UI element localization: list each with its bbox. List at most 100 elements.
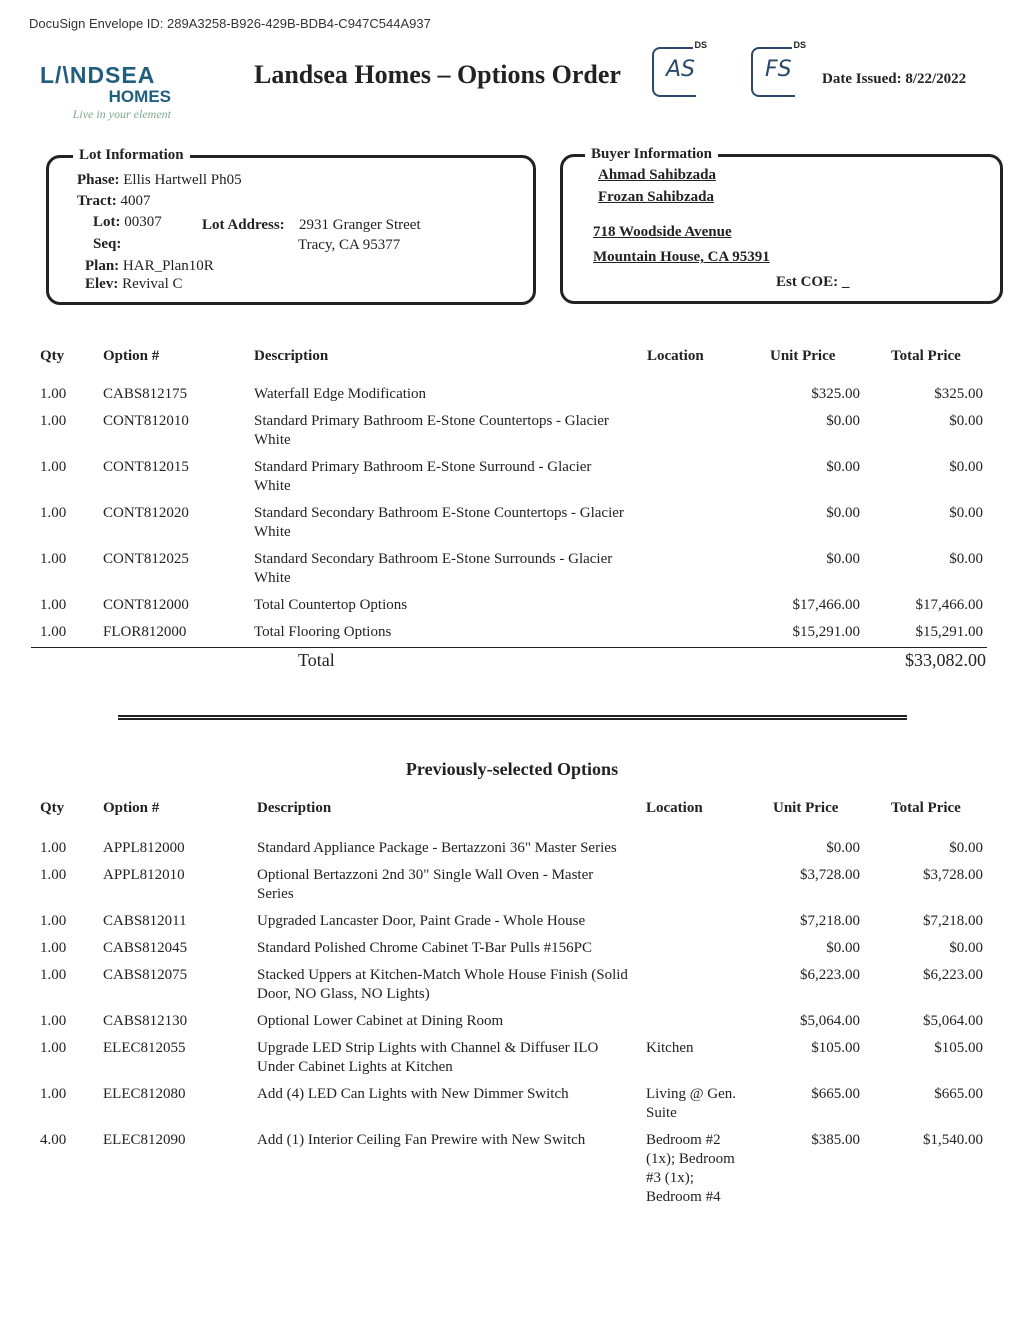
table-row: 1.00 CABS812045 Standard Polished Chrome C… <box>0 939 1024 966</box>
table-row: 1.00 ELEC812055 Upgrade LED Strip Lights w… <box>0 1039 1024 1085</box>
cell-total: $105.00 <box>934 1040 983 1056</box>
cell-qty: 1.00 <box>40 867 67 883</box>
cell-option: CONT812010 <box>103 413 189 429</box>
cell-description: Optional Lower Cabinet at Dining Room <box>257 1013 504 1029</box>
cell-option: APPL812000 <box>103 840 185 856</box>
cell-qty: 1.00 <box>40 459 67 475</box>
cell-unit: $0.00 <box>826 840 860 856</box>
cell-option: CABS812075 <box>103 967 188 983</box>
initial-box: DS AS <box>652 40 708 97</box>
table-row: 1.00 CABS812011 Upgraded Lancaster Door, P… <box>0 912 1024 939</box>
cell-description: Optional Bertazzoni 2nd 30" Single Wall … <box>257 867 594 902</box>
cell-option: ELEC812080 <box>103 1086 186 1102</box>
cell-total: $0.00 <box>949 459 983 475</box>
cell-qty: 1.00 <box>40 597 67 613</box>
cell-qty: 1.00 <box>40 624 67 640</box>
cell-qty: 1.00 <box>40 967 67 983</box>
table-row: 1.00 APPL812010 Optional Bertazzoni 2nd 30… <box>0 866 1024 912</box>
cell-unit: $665.00 <box>811 1086 860 1102</box>
previous-options-table: 1.00 APPL812000 Standard Appliance Package… <box>0 839 1024 1215</box>
envelope-id: DocuSign Envelope ID: 289A3258-B926-429B… <box>29 16 431 31</box>
cell-qty: 1.00 <box>40 551 67 567</box>
table-row: 1.00 CONT812000 Total Countertop Options $1… <box>0 596 1024 623</box>
table-row: 1.00 ELEC812080 Add (4) LED Can Lights wit… <box>0 1085 1024 1131</box>
cell-description: Standard Secondary Bathroom E-Stone Coun… <box>254 505 624 540</box>
table-row: 1.00 FLOR812000 Total Flooring Options $15,… <box>0 623 1024 650</box>
cell-qty: 1.00 <box>40 1013 67 1029</box>
cell-total: $0.00 <box>949 940 983 956</box>
landsea-logo: L/\NDSEA HOMES Live in your element <box>40 62 171 121</box>
options-table: 1.00 CABS812175 Waterfall Edge Modificatio… <box>0 385 1024 650</box>
cell-unit: $17,466.00 <box>792 597 861 613</box>
cell-unit: $5,064.00 <box>800 1013 860 1029</box>
cell-qty: 1.00 <box>40 386 67 402</box>
cell-description: Standard Secondary Bathroom E-Stone Surr… <box>254 551 613 586</box>
cell-option: CONT812015 <box>103 459 189 475</box>
cell-total: $0.00 <box>949 840 983 856</box>
cell-option: FLOR812000 <box>103 624 187 640</box>
buyer-information-box: Buyer Information Ahmad Sahibzada Frozan… <box>560 146 1003 304</box>
cell-total: $15,291.00 <box>915 624 984 640</box>
table-row: 1.00 CABS812175 Waterfall Edge Modificatio… <box>0 385 1024 412</box>
table-row: 1.00 CABS812075 Stacked Uppers at Kitchen-… <box>0 966 1024 1012</box>
cell-description: Upgrade LED Strip Lights with Channel & … <box>257 1040 599 1075</box>
table-row: 1.00 CONT812020 Standard Secondary Bathroo… <box>0 504 1024 550</box>
cell-total: $0.00 <box>949 413 983 429</box>
cell-unit: $105.00 <box>811 1040 860 1056</box>
cell-qty: 1.00 <box>40 913 67 929</box>
cell-qty: 1.00 <box>40 840 67 856</box>
table-row: 1.00 APPL812000 Standard Appliance Package… <box>0 839 1024 866</box>
cell-description: Standard Polished Chrome Cabinet T-Bar P… <box>257 940 593 956</box>
cell-total: $17,466.00 <box>915 597 984 613</box>
cell-total: $665.00 <box>934 1086 983 1102</box>
double-divider <box>118 715 907 720</box>
initial-box: DS FS <box>751 40 807 97</box>
cell-description: Upgraded Lancaster Door, Paint Grade - W… <box>257 913 586 929</box>
cell-location: Kitchen <box>646 1040 694 1056</box>
cell-unit: $7,218.00 <box>800 913 860 929</box>
table-row: 1.00 CONT812010 Standard Primary Bathroom … <box>0 412 1024 458</box>
cell-total: $7,218.00 <box>923 913 983 929</box>
cell-description: Total Countertop Options <box>254 597 408 613</box>
cell-option: APPL812010 <box>103 867 185 883</box>
cell-description: Waterfall Edge Modification <box>254 386 427 402</box>
cell-qty: 4.00 <box>40 1132 67 1148</box>
table-row: 1.00 CONT812015 Standard Primary Bathroom … <box>0 458 1024 504</box>
cell-unit: $0.00 <box>826 459 860 475</box>
cell-location: Bedroom #2 (1x); Bedroom #3 (1x); Bedroo… <box>646 1132 735 1205</box>
table-row: 1.00 CABS812130 Optional Lower Cabinet at … <box>0 1012 1024 1039</box>
cell-option: CABS812011 <box>103 913 187 929</box>
cell-option: CABS812045 <box>103 940 188 956</box>
table-row: 1.00 CONT812025 Standard Secondary Bathroo… <box>0 550 1024 596</box>
cell-option: ELEC812090 <box>103 1132 186 1148</box>
cell-unit: $325.00 <box>811 386 860 402</box>
previous-options-title: Previously-selected Options <box>405 759 619 779</box>
cell-option: ELEC812055 <box>103 1040 186 1056</box>
cell-unit: $0.00 <box>826 940 860 956</box>
cell-unit: $0.00 <box>826 551 860 567</box>
total-value: $33,082.00 <box>905 650 986 670</box>
cell-option: CONT812020 <box>103 505 189 521</box>
cell-total: $6,223.00 <box>923 967 983 983</box>
cell-description: Add (1) Interior Ceiling Fan Prewire wit… <box>257 1132 586 1148</box>
cell-option: CABS812175 <box>103 386 188 402</box>
cell-unit: $385.00 <box>811 1132 860 1148</box>
total-label: Total <box>298 650 335 670</box>
cell-total: $3,728.00 <box>923 867 983 883</box>
cell-total: $325.00 <box>934 386 983 402</box>
page-title: Landsea Homes – Options Order <box>254 60 621 89</box>
cell-unit: $3,728.00 <box>800 867 860 883</box>
cell-unit: $0.00 <box>826 505 860 521</box>
cell-description: Standard Appliance Package - Bertazzoni … <box>257 840 617 856</box>
cell-qty: 1.00 <box>40 1040 67 1056</box>
table-row: 4.00 ELEC812090 Add (1) Interior Ceiling F… <box>0 1131 1024 1215</box>
cell-description: Stacked Uppers at Kitchen-Match Whole Ho… <box>257 967 628 1002</box>
cell-unit: $6,223.00 <box>800 967 860 983</box>
cell-description: Standard Primary Bathroom E-Stone Surrou… <box>254 459 592 494</box>
cell-option: CONT812000 <box>103 597 189 613</box>
cell-description: Total Flooring Options <box>254 624 392 640</box>
cell-qty: 1.00 <box>40 1086 67 1102</box>
lot-information-box: Lot Information Phase: Ellis Hartwell Ph… <box>46 147 536 305</box>
cell-total: $1,540.00 <box>923 1132 983 1148</box>
cell-unit: $15,291.00 <box>792 624 861 640</box>
